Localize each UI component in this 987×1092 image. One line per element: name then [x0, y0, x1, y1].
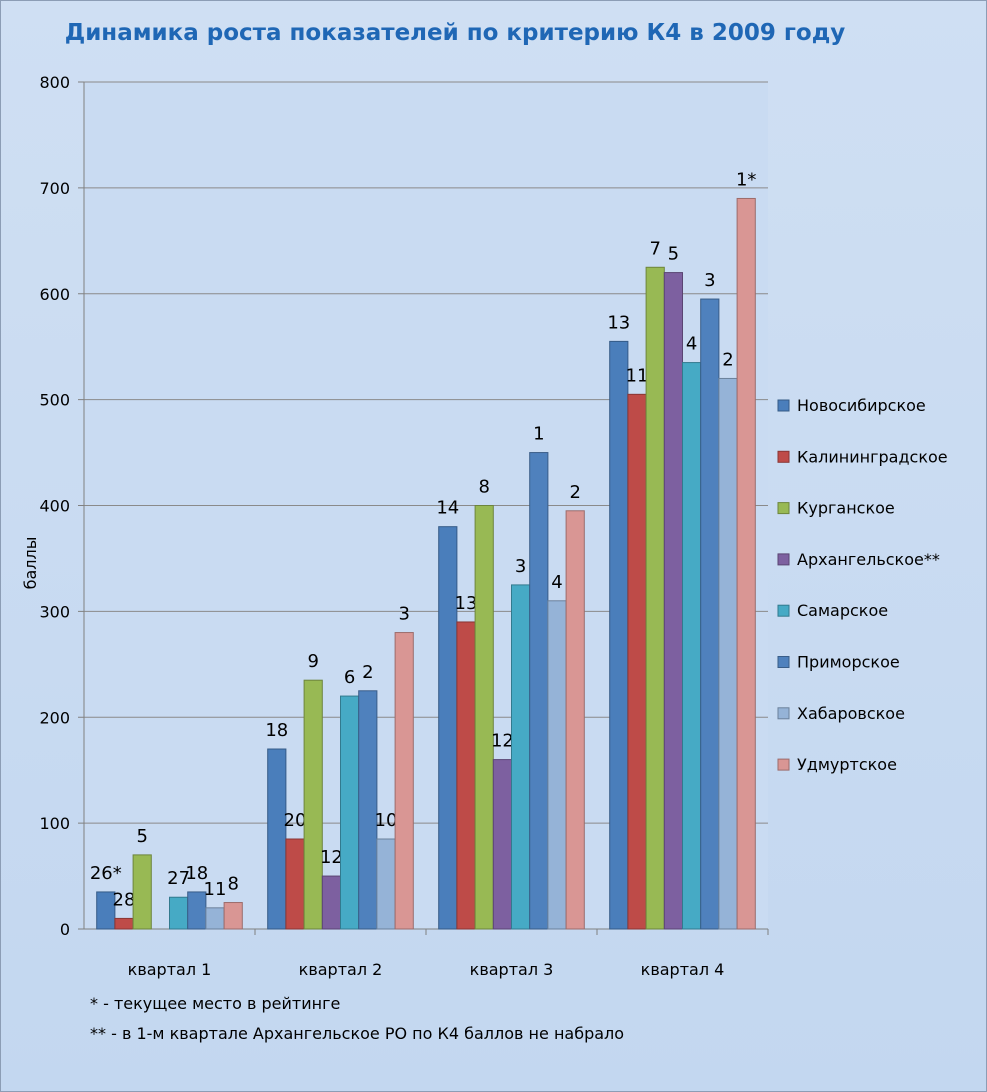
- chart-title: Динамика роста показателей по критерию К…: [65, 20, 846, 46]
- data-label: 3: [398, 604, 409, 625]
- bar: [376, 838, 396, 930]
- data-label: 2: [722, 349, 733, 370]
- bar: [682, 362, 702, 930]
- y-tick-label: 400: [39, 497, 70, 516]
- legend-swatch: [777, 399, 790, 412]
- data-label: 2: [569, 482, 580, 503]
- data-label: 5: [136, 826, 147, 847]
- legend-swatch: [777, 604, 790, 617]
- bar: [456, 621, 476, 930]
- data-label: 9: [307, 651, 318, 672]
- legend-swatch: [777, 707, 790, 720]
- bar: [132, 854, 152, 930]
- legend-label: Новосибирское: [797, 396, 926, 415]
- legend-swatch: [777, 450, 790, 463]
- bar: [565, 510, 585, 930]
- bar: [303, 679, 323, 930]
- bar: [267, 748, 287, 930]
- data-label: 3: [515, 556, 526, 577]
- legend-swatch: [777, 553, 790, 566]
- data-label: 8: [478, 477, 489, 498]
- y-tick-label: 800: [39, 73, 70, 92]
- bar: [223, 902, 243, 930]
- category-label: квартал 3: [470, 960, 554, 979]
- bar: [169, 896, 189, 930]
- y-tick-label: 700: [39, 179, 70, 198]
- data-label: 4: [551, 572, 562, 593]
- footnote-arkhangelsk: ** - в 1-м квартале Архангельское РО по …: [90, 1024, 625, 1043]
- y-tick-label: 600: [39, 285, 70, 304]
- bar: [438, 526, 458, 930]
- data-label: 4: [686, 334, 697, 355]
- legend-label: Архангельское**: [797, 550, 940, 569]
- bar: [627, 393, 647, 930]
- data-label: 2: [362, 662, 373, 683]
- y-tick-label: 0: [60, 920, 70, 939]
- data-label: 14: [436, 498, 459, 519]
- y-tick-label: 300: [39, 602, 70, 621]
- data-label: 3: [704, 270, 715, 291]
- y-tick-label: 200: [39, 708, 70, 727]
- bar: [718, 377, 738, 930]
- bar: [114, 917, 134, 930]
- bar: [529, 452, 549, 930]
- bar: [358, 690, 378, 930]
- legend-swatch: [777, 502, 790, 515]
- legend-label: Приморское: [797, 653, 900, 672]
- bar: [205, 907, 225, 930]
- data-label: 20: [284, 810, 307, 831]
- data-label: 1*: [736, 169, 756, 190]
- data-label: 27: [167, 868, 190, 889]
- bar: [96, 891, 116, 930]
- bar: [394, 632, 414, 930]
- bar: [645, 266, 665, 930]
- bar: [340, 695, 360, 930]
- y-tick-label: 100: [39, 814, 70, 833]
- data-label: 12: [491, 731, 514, 752]
- data-label: 18: [185, 863, 208, 884]
- bar: [609, 340, 629, 930]
- bar: [285, 838, 305, 930]
- bar: [474, 505, 494, 930]
- bar: [663, 272, 683, 930]
- data-label: 10: [375, 810, 398, 831]
- bar: [321, 875, 341, 930]
- data-label: 11: [204, 879, 227, 900]
- bar: [547, 600, 567, 930]
- data-label: 28: [113, 889, 136, 910]
- y-tick-label: 500: [39, 391, 70, 410]
- category-label: квартал 4: [641, 960, 725, 979]
- legend-label: Курганское: [797, 499, 895, 518]
- data-label: 12: [320, 847, 343, 868]
- data-label: 13: [455, 593, 478, 614]
- data-label: 11: [626, 365, 649, 386]
- legend-label: Самарское: [797, 601, 888, 620]
- bar: [736, 197, 756, 930]
- data-label: 8: [227, 874, 238, 895]
- data-label: 26*: [90, 863, 122, 884]
- legend-swatch: [777, 656, 790, 668]
- data-label: 5: [668, 244, 679, 265]
- y-axis-title: баллы: [21, 537, 40, 590]
- legend-label: Хабаровское: [797, 704, 905, 723]
- bar: [700, 298, 720, 930]
- category-label: квартал 1: [128, 960, 212, 979]
- data-label: 6: [344, 667, 355, 688]
- legend-label: Калининградское: [797, 447, 948, 466]
- footnote-rank: * - текущее место в рейтинге: [90, 994, 341, 1013]
- data-label: 18: [265, 720, 288, 741]
- legend-label: Удмуртское: [797, 755, 897, 774]
- data-label: 7: [649, 238, 660, 259]
- bar: [511, 584, 531, 930]
- data-label: 13: [607, 312, 630, 333]
- bar: [492, 759, 512, 930]
- category-label: квартал 2: [299, 960, 383, 979]
- data-label: 1: [533, 424, 544, 445]
- legend-swatch: [777, 758, 790, 771]
